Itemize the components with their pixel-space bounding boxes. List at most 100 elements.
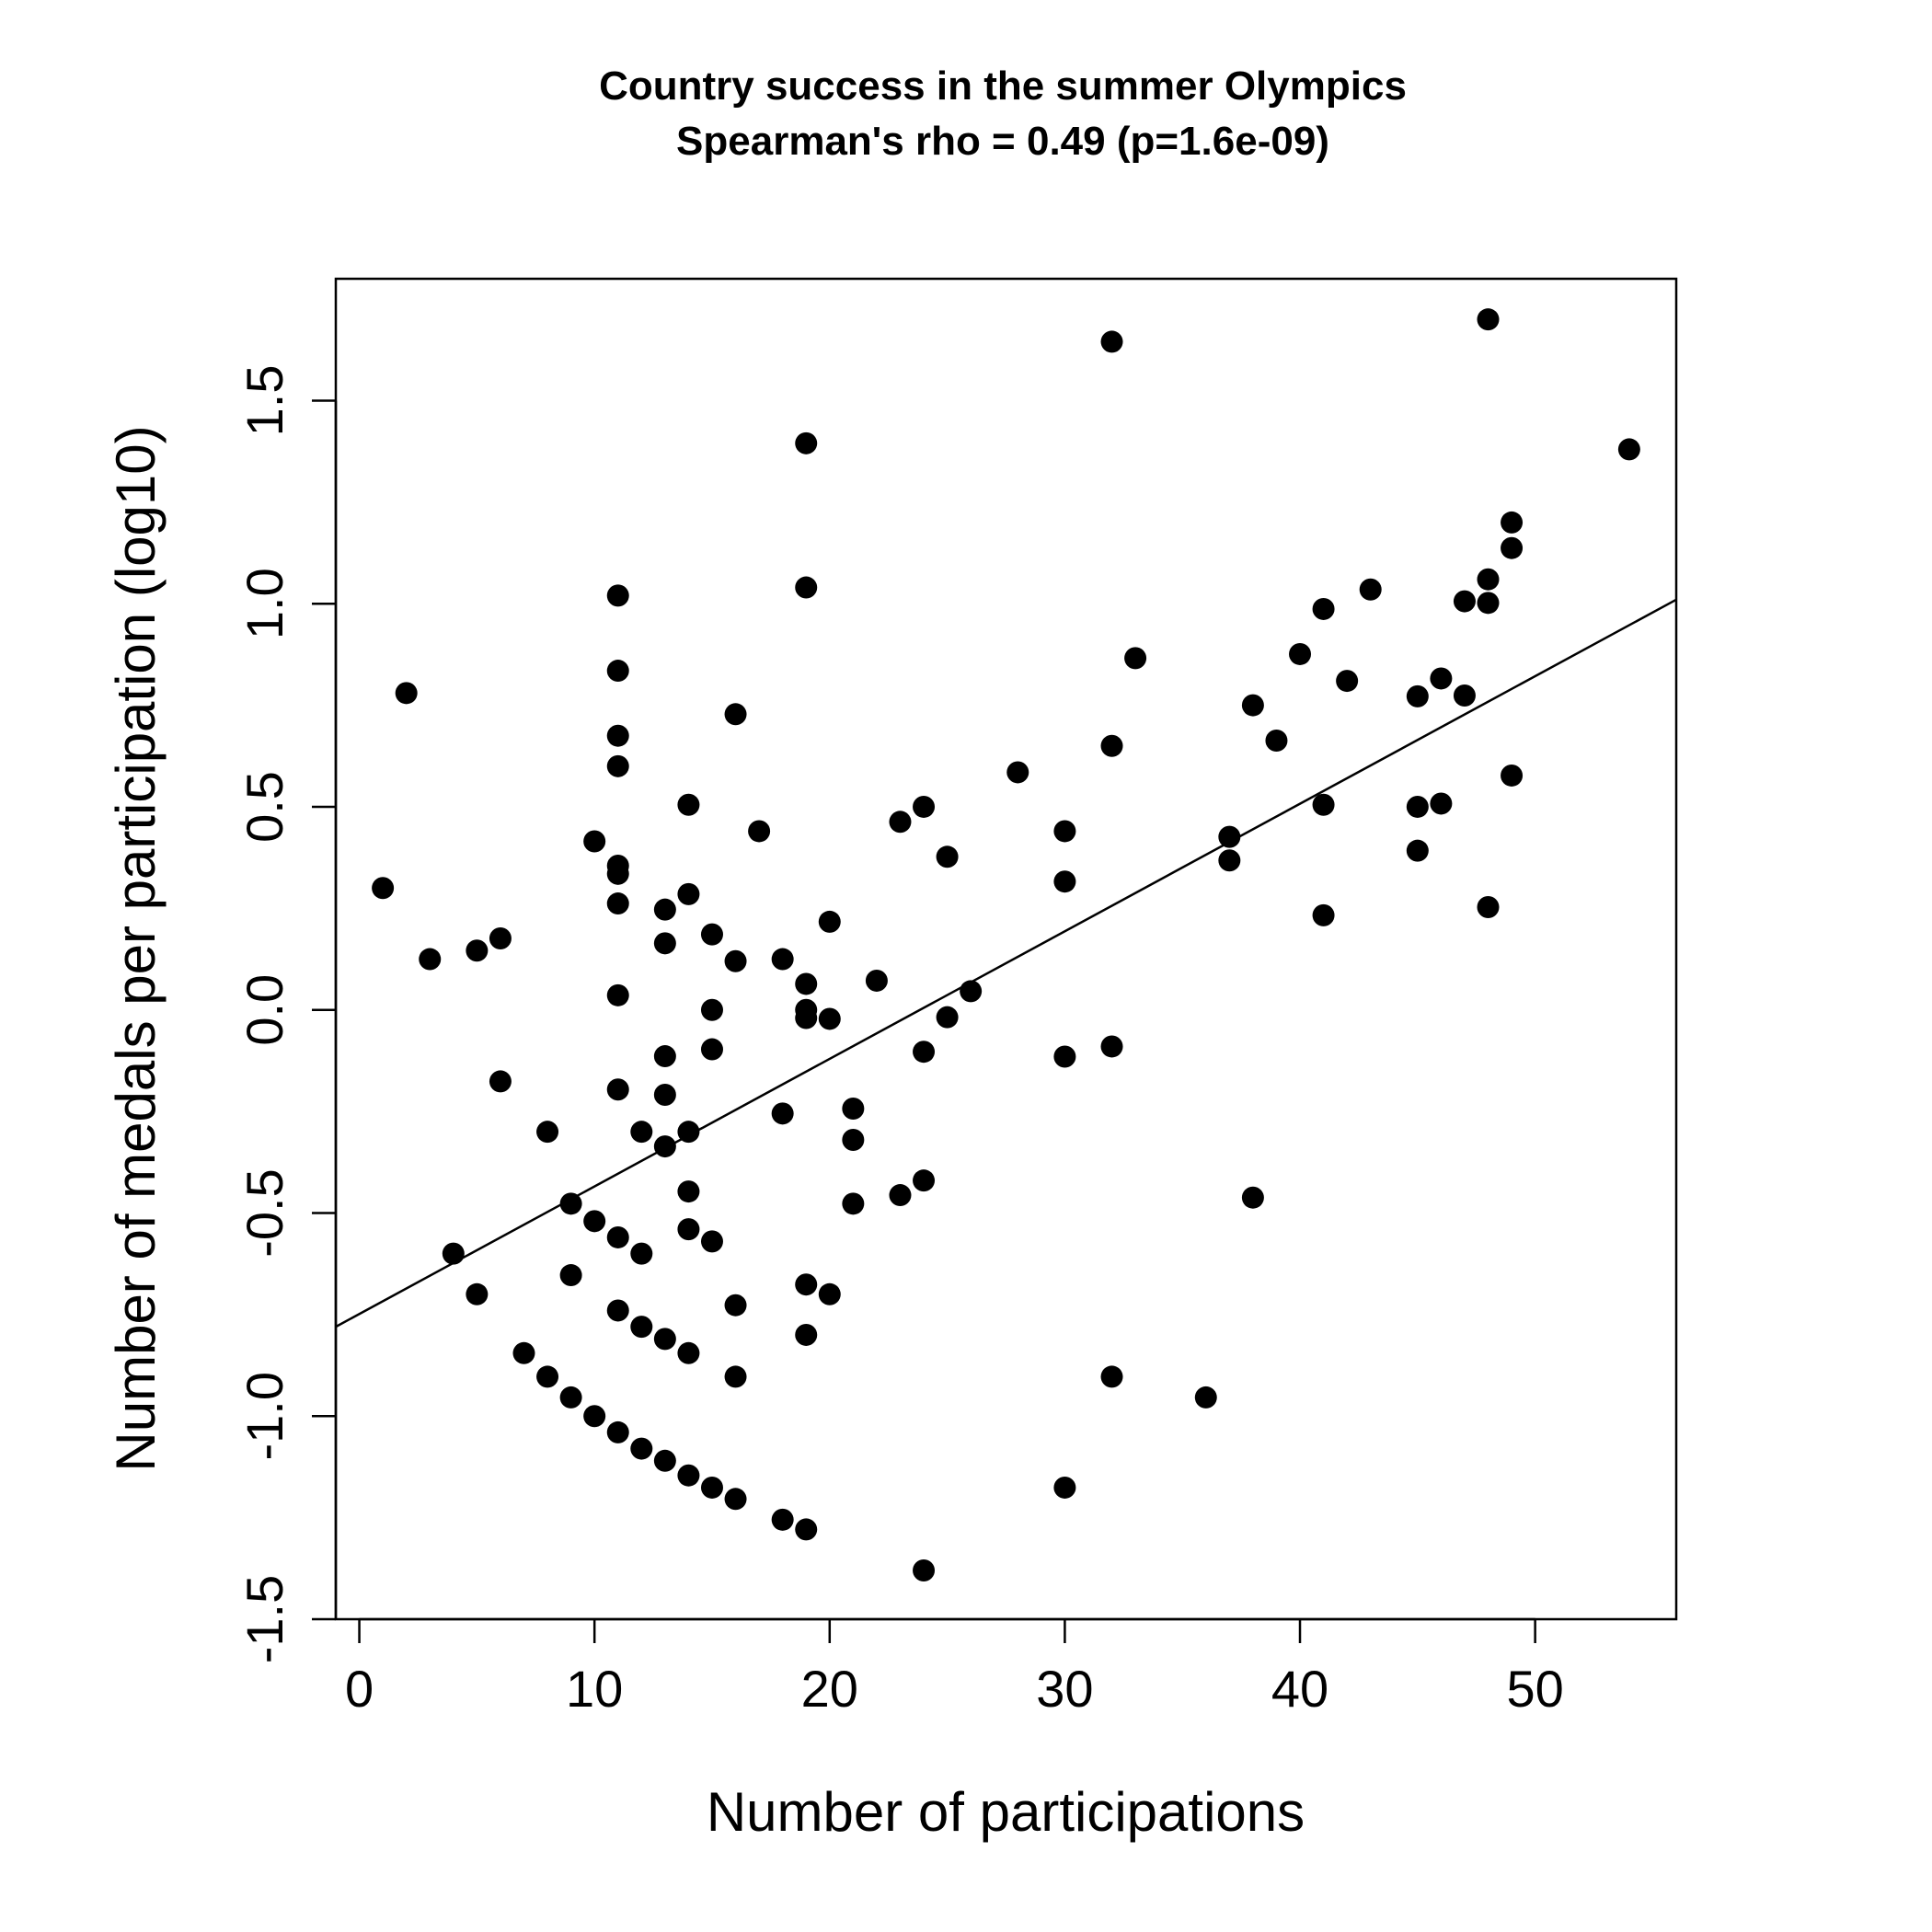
data-point — [1053, 1476, 1076, 1499]
data-point — [419, 948, 442, 971]
data-point — [889, 1184, 912, 1207]
data-point — [1617, 438, 1640, 461]
data-point — [606, 1299, 629, 1322]
data-point — [559, 1264, 582, 1287]
data-point — [1312, 597, 1335, 620]
data-point — [700, 923, 723, 946]
data-point — [1241, 1186, 1264, 1209]
data-point — [889, 811, 912, 834]
data-point — [583, 1405, 606, 1428]
data-point — [700, 1476, 723, 1499]
data-point — [700, 1038, 723, 1061]
data-point — [795, 1518, 818, 1541]
points-layer — [372, 308, 1640, 1582]
data-point — [489, 1070, 512, 1093]
data-point — [1359, 578, 1382, 601]
data-point — [1218, 825, 1241, 848]
data-point — [795, 431, 818, 454]
data-point — [1124, 647, 1147, 670]
data-point — [960, 980, 983, 1003]
data-point — [630, 1121, 653, 1144]
data-point — [1289, 642, 1312, 665]
data-point — [1477, 568, 1500, 591]
trend-line — [335, 598, 1677, 1328]
data-point — [630, 1242, 653, 1265]
data-point — [1430, 792, 1453, 815]
data-point — [606, 862, 629, 885]
data-point — [936, 1006, 959, 1029]
data-point — [1501, 536, 1524, 559]
data-point — [1430, 667, 1453, 690]
data-point — [724, 949, 747, 972]
x-tick-label: 20 — [801, 1660, 858, 1718]
data-point — [536, 1365, 559, 1388]
data-point — [1336, 670, 1359, 693]
data-point — [1477, 896, 1500, 919]
data-point — [795, 1273, 818, 1296]
data-point — [1406, 795, 1429, 818]
y-tick-label: -1.5 — [236, 1575, 293, 1664]
data-point — [771, 1508, 794, 1531]
data-point — [606, 584, 629, 607]
x-tick-label: 50 — [1506, 1660, 1563, 1718]
data-point — [583, 830, 606, 853]
data-point — [1194, 1386, 1217, 1409]
data-point — [606, 660, 629, 683]
data-point — [653, 1328, 676, 1351]
data-point — [936, 845, 959, 868]
data-point — [700, 1230, 723, 1253]
y-tick-label: 0.5 — [236, 771, 293, 843]
y-tick-label: 1.0 — [236, 568, 293, 639]
data-point — [795, 972, 818, 995]
x-axis: 0 10 20 30 40 50 — [345, 1617, 1564, 1718]
data-point — [606, 724, 629, 747]
data-point — [842, 1129, 865, 1152]
data-point — [606, 892, 629, 915]
x-tick-label: 30 — [1036, 1660, 1093, 1718]
data-point — [1053, 820, 1076, 843]
data-point — [559, 1192, 582, 1215]
data-point — [606, 1225, 629, 1248]
data-point — [653, 1135, 676, 1158]
data-point — [1477, 308, 1500, 331]
data-point — [630, 1437, 653, 1460]
data-point — [677, 1218, 700, 1241]
plot-frame — [334, 277, 1678, 1621]
data-point — [771, 1102, 794, 1125]
data-point — [653, 932, 676, 955]
data-point — [1501, 764, 1524, 787]
data-point — [1406, 839, 1429, 862]
y-axis: -1.5 -1.0 -0.5 0.0 0.5 1.0 1.5 — [236, 365, 338, 1664]
data-point — [724, 1488, 747, 1511]
data-point — [559, 1386, 582, 1409]
x-tick-label: 40 — [1271, 1660, 1328, 1718]
data-point — [372, 877, 395, 900]
data-point — [677, 1121, 700, 1144]
data-point — [795, 1006, 818, 1029]
chart-subtitle: Spearman's rho = 0.49 (p=1.6e-09) — [676, 119, 1329, 164]
data-point — [724, 1294, 747, 1317]
data-point — [677, 1180, 700, 1203]
data-point — [1053, 1045, 1076, 1068]
data-point — [1100, 1035, 1123, 1058]
data-point — [677, 1464, 700, 1487]
data-point — [795, 1323, 818, 1346]
data-point — [818, 910, 841, 933]
data-point — [1312, 903, 1335, 926]
data-point — [913, 795, 936, 818]
data-point — [1100, 734, 1123, 757]
y-axis-label: Number of medals per participation (log1… — [105, 425, 167, 1471]
data-point — [630, 1316, 653, 1339]
data-point — [489, 927, 512, 950]
data-point — [795, 576, 818, 599]
data-point — [1265, 730, 1288, 753]
data-point — [512, 1341, 535, 1364]
data-point — [606, 1078, 629, 1101]
data-point — [1406, 684, 1429, 707]
data-point — [536, 1121, 559, 1144]
data-point — [842, 1098, 865, 1121]
x-tick-label: 10 — [566, 1660, 623, 1718]
data-point — [677, 793, 700, 816]
data-point — [748, 820, 771, 843]
